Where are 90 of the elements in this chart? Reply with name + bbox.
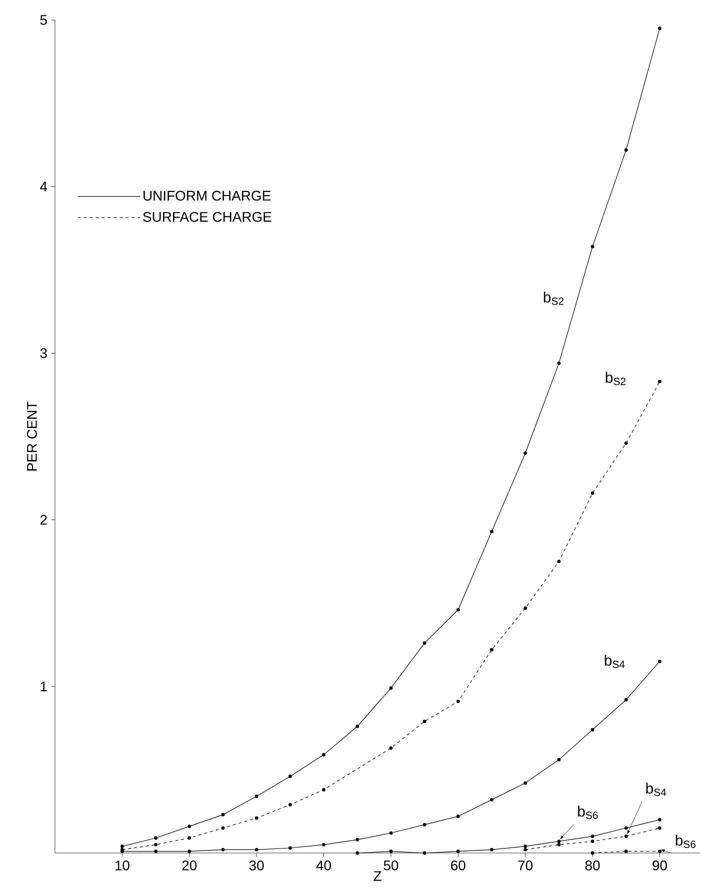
point xyxy=(188,850,192,854)
annotation: b$_{S2}$ xyxy=(544,292,564,305)
point xyxy=(590,851,594,855)
point xyxy=(658,26,662,30)
point xyxy=(624,148,628,152)
annotation: b$_{S4}$ xyxy=(604,654,625,668)
point xyxy=(624,826,628,830)
point xyxy=(624,850,628,854)
point xyxy=(322,788,326,792)
point xyxy=(322,753,326,756)
x-axis-title: Z xyxy=(374,871,382,881)
point xyxy=(422,822,426,826)
annotation: b$_{S4}$ xyxy=(646,782,666,796)
annotation: b$_{S6}$ xyxy=(676,834,696,848)
point xyxy=(524,606,528,610)
point xyxy=(658,826,662,830)
y-axis-title: PER CENT xyxy=(26,402,37,471)
point xyxy=(456,814,460,818)
point xyxy=(356,838,360,842)
point xyxy=(288,774,292,778)
point xyxy=(658,660,662,664)
point xyxy=(557,840,561,844)
point xyxy=(322,842,326,846)
point xyxy=(389,686,393,690)
point xyxy=(524,848,528,852)
x-tick-label: 50 xyxy=(384,860,398,870)
point xyxy=(658,850,662,854)
point xyxy=(557,758,561,762)
point xyxy=(524,451,528,455)
point xyxy=(658,818,662,822)
annotation: b$_{S2}$ xyxy=(606,372,626,386)
point xyxy=(557,560,561,564)
point xyxy=(624,834,628,838)
y-tick-label: 4 xyxy=(40,182,48,192)
point xyxy=(490,648,494,652)
y-tick-label: 3 xyxy=(40,348,47,358)
legend-label: SURFACE CHARGE xyxy=(143,212,272,222)
point xyxy=(389,850,393,854)
x-tick-label: 30 xyxy=(249,860,264,870)
point xyxy=(221,812,225,816)
point xyxy=(188,836,192,840)
point xyxy=(456,608,460,612)
point xyxy=(356,724,360,728)
point xyxy=(288,802,292,806)
point xyxy=(590,244,594,248)
point xyxy=(154,842,158,846)
x-tick-label: 70 xyxy=(518,860,533,870)
legend-label: UNIFORM CHARGE xyxy=(144,190,270,201)
point xyxy=(557,842,561,846)
point xyxy=(490,798,494,802)
y-tick-label: 2 xyxy=(40,514,47,525)
point xyxy=(221,826,225,830)
point xyxy=(624,698,628,702)
point xyxy=(288,846,292,850)
point xyxy=(524,781,528,785)
y-tick-label: 1 xyxy=(40,682,47,692)
x-tick-label: 60 xyxy=(451,860,466,870)
point xyxy=(254,816,258,820)
point xyxy=(254,794,258,798)
point xyxy=(120,844,124,848)
point xyxy=(590,728,594,732)
point xyxy=(590,840,594,844)
x-tick-label: 90 xyxy=(652,860,667,870)
point xyxy=(422,851,426,855)
annotation: b$_{S6}$ xyxy=(578,806,598,819)
point xyxy=(422,641,426,645)
point xyxy=(389,831,393,835)
point xyxy=(456,700,460,704)
point xyxy=(624,441,628,445)
point xyxy=(490,848,494,852)
point xyxy=(557,361,561,365)
x-tick-label: 40 xyxy=(316,860,331,870)
point xyxy=(356,851,360,855)
point xyxy=(254,848,258,852)
x-tick-label: 10 xyxy=(115,860,130,870)
x-tick-label: 80 xyxy=(585,860,600,870)
point xyxy=(389,746,393,750)
point xyxy=(658,380,662,384)
point xyxy=(422,720,426,724)
point xyxy=(590,491,594,495)
point xyxy=(188,824,192,828)
point xyxy=(154,850,158,854)
y-tick-label: 5 xyxy=(40,15,47,25)
point xyxy=(154,836,158,840)
point xyxy=(590,834,594,838)
point xyxy=(456,850,460,854)
x-tick-label: 20 xyxy=(182,860,197,870)
point xyxy=(490,530,494,534)
point xyxy=(524,844,528,848)
point xyxy=(221,848,225,852)
